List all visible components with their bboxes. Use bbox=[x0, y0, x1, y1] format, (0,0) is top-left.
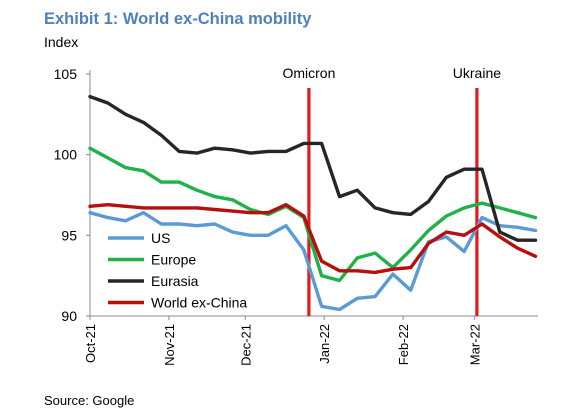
chart-title: Exhibit 1: World ex-China mobility bbox=[44, 10, 312, 28]
legend-label: World ex-China bbox=[151, 295, 247, 311]
series-line bbox=[88, 202, 538, 275]
legend-label: Europe bbox=[151, 252, 196, 268]
series-line bbox=[88, 210, 538, 312]
x-tick-label: Nov-21 bbox=[162, 324, 177, 366]
event-label: Omicron bbox=[282, 65, 335, 81]
legend-label: US bbox=[151, 230, 170, 246]
x-tick-label: Jan-22 bbox=[317, 324, 332, 364]
y-tick-label: 95 bbox=[61, 227, 77, 243]
y-tick-label: 90 bbox=[61, 308, 77, 324]
series-line bbox=[88, 94, 538, 242]
x-tick-label: Dec-21 bbox=[238, 324, 253, 366]
event-label: Ukraine bbox=[453, 65, 501, 81]
source-note: Source: Google bbox=[44, 393, 135, 408]
legend-label: Eurasia bbox=[151, 273, 199, 289]
y-tick-label: 105 bbox=[54, 66, 78, 82]
y-axis-unit-label: Index bbox=[44, 34, 79, 50]
x-tick-label: Mar-22 bbox=[467, 324, 482, 365]
x-tick-label: Oct-21 bbox=[83, 324, 98, 363]
x-tick-label: Feb-22 bbox=[396, 324, 411, 365]
y-tick-label: 100 bbox=[54, 147, 78, 163]
series-line bbox=[88, 146, 538, 283]
